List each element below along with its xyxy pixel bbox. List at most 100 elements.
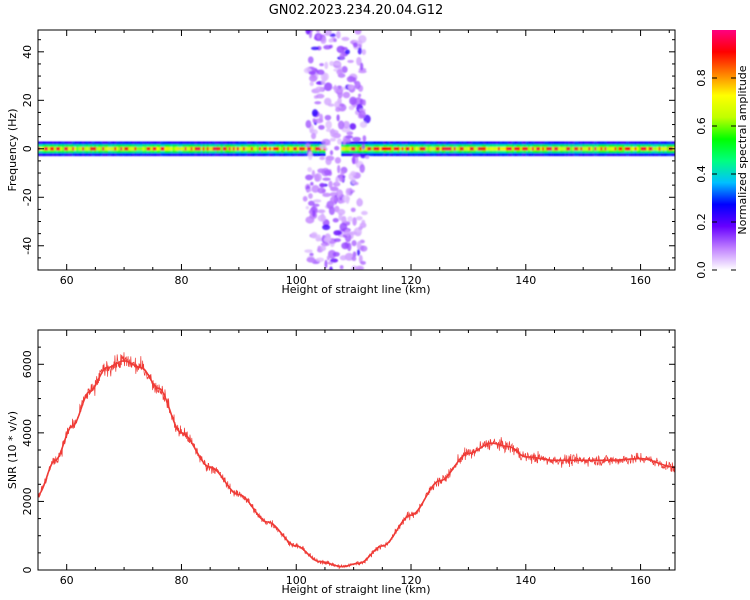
heatmap-band-core [126,147,129,151]
heatmap-scatter-blob [357,47,363,55]
heatmap-band-core [588,147,591,151]
heatmap-band-core [200,147,203,151]
heatmap-scatter-blob [315,93,325,99]
heatmap-scatter-blob [330,128,336,138]
heatmap-scatter-blob [308,200,315,206]
heatmap-scatter-blob [322,177,331,181]
heatmap-band-core [64,147,67,151]
heatmap-band-core [425,147,428,151]
heatmap-band-core [76,147,79,151]
snr-frame [37,329,676,571]
heatmap-band-core [313,147,316,151]
colorbar-tick-label: 0.0 [695,261,708,279]
heatmap-band-core [564,147,567,151]
heatmap-band-core [437,147,440,151]
heatmap-band-core [54,147,57,151]
heatmap-band-core [483,147,487,151]
heatmap-band-core [146,147,149,151]
heatmap-band-core [277,147,280,151]
heatmap-band-core [152,147,155,151]
heatmap-scatter-blob [351,256,357,262]
heatmap-band-core [485,147,489,151]
heatmap-scatter-blob [354,80,361,90]
heatmap-band-core [84,147,87,151]
heatmap-band-core [648,147,651,151]
heatmap-band-core [644,147,647,151]
heatmap-band-core [238,147,242,151]
heatmap-band-core [638,147,641,151]
heatmap-band-core [70,147,73,151]
heatmap-band-core [270,147,274,151]
heatmap-band-core [522,147,525,151]
heatmap-scatter-blob [359,245,368,252]
heatmap-scatter-blob [333,38,337,43]
heatmap-scatter-blob [358,254,363,264]
heatmap-band-core [479,147,483,151]
heatmap-scatter-blob [321,78,326,86]
heatmap-band-core [604,147,607,151]
heatmap-band-core [620,147,623,151]
heatmap-band-core [419,147,422,151]
heatmap-band-core [262,147,266,151]
heatmap-band-core [44,147,47,151]
heatmap-scatter-blob [329,258,339,263]
heatmap-scatter-blob [329,137,336,142]
heatmap-scatter-blob [305,205,310,210]
heatmap-scatter-blob [321,138,331,146]
heatmap-band-core [590,147,593,151]
heatmap-band-core [341,147,344,151]
heatmap-band-core [311,147,314,151]
heatmap-band-core [297,147,300,151]
heatmap-band-core [614,147,617,151]
heatmap-band-core [530,147,533,151]
heatmap-band-core [516,147,519,151]
heatmap-band-core [369,147,372,151]
heatmap-band-core [656,147,659,151]
heatmap-band-core [664,147,667,151]
x-tick-label: 80 [174,274,188,287]
heatmap-band-core [463,147,467,151]
heatmap-band-core [222,147,226,151]
y-tick-label: -40 [21,237,34,255]
heatmap-scatter-blob [329,196,337,204]
heatmap-band-core [80,147,83,151]
heatmap-band-core [524,147,527,151]
heatmap-band-core [170,147,173,151]
heatmap-band-core [349,147,352,151]
heatmap-band-core [134,147,137,151]
heatmap-scatter-blob [347,59,354,63]
heatmap-band-core [489,147,493,151]
heatmap-band-core [455,147,459,151]
heatmap-scatter-blob [316,69,325,75]
heatmap-band-core [196,147,199,151]
heatmap-band-core [289,147,292,151]
heatmap-band-core [56,147,59,151]
heatmap-band-core [646,147,649,151]
heatmap-scatter-blob [337,120,345,130]
heatmap-scatter-blob [311,185,320,193]
heatmap-band-core [548,147,551,151]
heatmap-band-core [650,147,653,151]
heatmap-band-core [359,147,362,151]
heatmap-scatter-blob [315,257,325,263]
chart-title: GN02.2023.234.20.04.G12 [269,3,444,18]
heatmap-scatter-blob [310,132,317,140]
heatmap-band-core [439,147,443,151]
heatmap-scatter-blob [365,155,370,159]
colorbar-label: Normalized spectral amplitude [736,65,749,234]
heatmap-scatter-blob [347,84,354,90]
heatmap-scatter-blob [335,176,339,185]
heatmap-band-core [299,147,302,151]
heatmap-band-core [186,147,189,151]
heatmap-band-core [268,147,272,151]
heatmap-band-core [230,147,234,151]
snr-series-line [38,360,675,568]
heatmap-band-core [568,147,571,151]
heatmap-band-core [467,147,471,151]
heatmap-scatter-blob [363,114,371,124]
heatmap-band-core [104,147,107,151]
heatmap-scatter-blob [313,199,322,203]
heatmap-band-core [62,147,65,151]
heatmap-band-core [96,147,99,151]
colorbar-fill [712,30,736,270]
